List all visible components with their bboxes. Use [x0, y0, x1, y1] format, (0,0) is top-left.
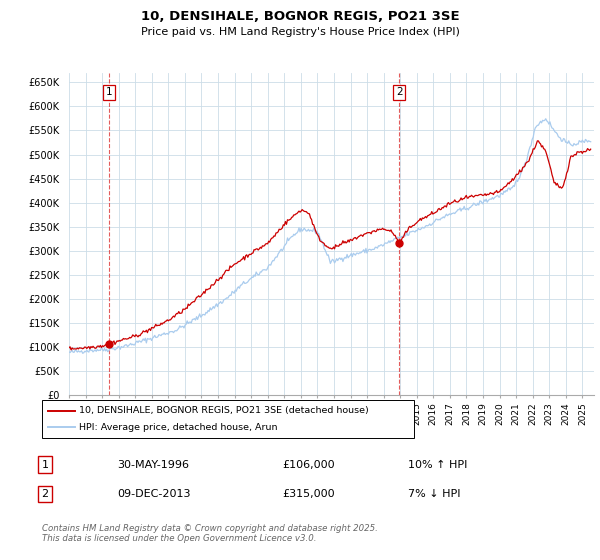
- Text: 09-DEC-2013: 09-DEC-2013: [117, 489, 191, 499]
- Text: 30-MAY-1996: 30-MAY-1996: [117, 460, 189, 470]
- Text: Contains HM Land Registry data © Crown copyright and database right 2025.
This d: Contains HM Land Registry data © Crown c…: [42, 524, 378, 543]
- Text: 1: 1: [41, 460, 49, 470]
- Text: 1: 1: [106, 87, 112, 97]
- Text: 10% ↑ HPI: 10% ↑ HPI: [408, 460, 467, 470]
- Text: 10, DENSIHALE, BOGNOR REGIS, PO21 3SE: 10, DENSIHALE, BOGNOR REGIS, PO21 3SE: [140, 10, 460, 23]
- Text: 2: 2: [396, 87, 403, 97]
- Text: HPI: Average price, detached house, Arun: HPI: Average price, detached house, Arun: [79, 423, 278, 432]
- Text: 10, DENSIHALE, BOGNOR REGIS, PO21 3SE (detached house): 10, DENSIHALE, BOGNOR REGIS, PO21 3SE (d…: [79, 406, 369, 415]
- Text: £315,000: £315,000: [282, 489, 335, 499]
- Text: £106,000: £106,000: [282, 460, 335, 470]
- Text: 7% ↓ HPI: 7% ↓ HPI: [408, 489, 461, 499]
- Text: 2: 2: [41, 489, 49, 499]
- Text: Price paid vs. HM Land Registry's House Price Index (HPI): Price paid vs. HM Land Registry's House …: [140, 27, 460, 37]
